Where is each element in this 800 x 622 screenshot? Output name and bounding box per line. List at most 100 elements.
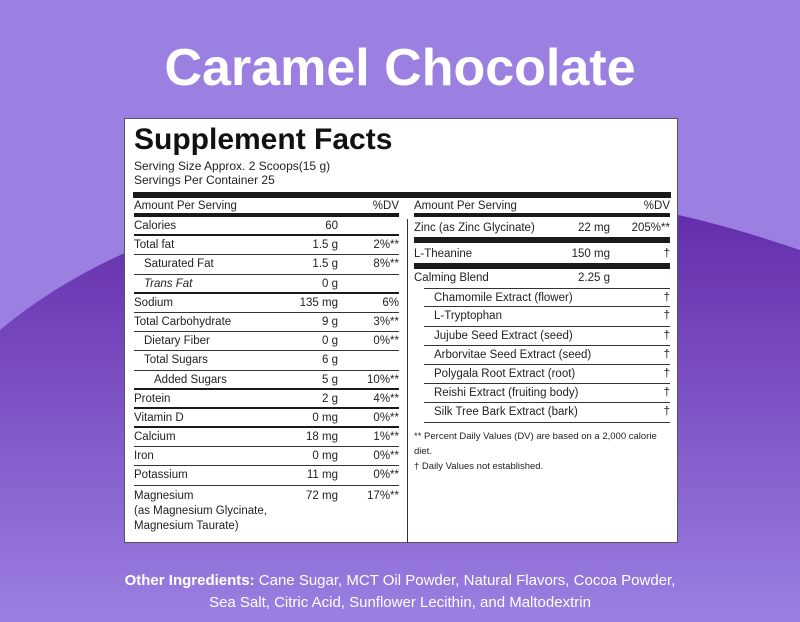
blend-ingredient-row: Reishi Extract (fruiting body) †	[424, 384, 670, 404]
nutrient-name: Added Sugars	[154, 373, 227, 386]
servings-per-container: Servings Per Container 25	[134, 173, 275, 187]
nutrient-amount: 2 g	[322, 392, 338, 405]
nutrient-row: Calming Blend 2.25 g	[414, 269, 670, 288]
nutrient-row: Calories 60	[134, 217, 399, 237]
nutrient-amount: 6 g	[322, 354, 338, 367]
nutrient-name: L-Theanine	[414, 248, 473, 260]
nutrient-name: L-Tryptophan	[434, 310, 502, 323]
nutrient-row: Total Carbohydrate 9 g 3%**	[134, 313, 399, 333]
nutrient-name: Magnesium	[134, 489, 194, 502]
daily-value: 10%**	[367, 373, 399, 386]
nutrient-name: Dietary Fiber	[144, 335, 210, 348]
daily-value: %DV	[643, 200, 670, 212]
right-column: Amount Per Serving %DV Zinc (as Zinc Glyci…	[414, 197, 670, 474]
daily-value: †	[663, 329, 670, 342]
blend-ingredient-row: L-Tryptophan †	[424, 307, 670, 327]
nutrient-row: Iron 0 mg 0%**	[134, 447, 399, 467]
nutrient-amount: 0 g	[322, 335, 338, 348]
footnote-dagger: † Daily Values not established.	[414, 460, 544, 472]
nutrient-name: Sodium	[134, 296, 173, 309]
nutrient-amount: 60	[325, 220, 338, 232]
nutrient-name: Calories	[134, 220, 177, 232]
nutrient-name: Polygala Root Extract (root)	[434, 367, 576, 380]
daily-value: †	[663, 367, 670, 380]
serving-size: Serving Size Approx. 2 Scoops(15 g)	[134, 159, 331, 173]
blend-ingredient-row: Arborvitae Seed Extract (seed) †	[424, 346, 670, 365]
nutrient-amount: 0 mg	[312, 411, 338, 424]
facts-heading: Supplement Facts	[134, 123, 393, 156]
blend-ingredient-row: Chamomile Extract (flower) †	[424, 288, 670, 308]
column-divider	[407, 219, 408, 543]
nutrient-name: Iron	[134, 450, 154, 463]
nutrient-name: Saturated Fat	[144, 258, 214, 271]
nutrient-row: L-Theanine 150 mg †	[414, 243, 670, 269]
nutrient-name: Amount Per Serving	[134, 200, 237, 212]
serving-info: Serving Size Approx. 2 Scoops(15 g) Serv…	[134, 159, 330, 187]
nutrient-name: Jujube Seed Extract (seed)	[434, 329, 573, 342]
daily-value: 2%**	[373, 239, 399, 252]
daily-value: 0%**	[373, 469, 399, 482]
nutrient-row: Dietary Fiber 0 g 0%**	[134, 332, 399, 352]
daily-value: †	[663, 292, 670, 305]
nutrient-amount: 11 mg	[306, 469, 338, 482]
nutrient-amount: 0 g	[322, 277, 338, 290]
nutrient-row: Total Sugars 6 g	[134, 351, 399, 371]
nutrient-name: Total Sugars	[144, 354, 208, 367]
nutrient-row: Total fat 1.5 g 2%**	[134, 236, 399, 256]
other-ingredients-label: Other Ingredients:	[124, 572, 255, 589]
blend-ingredient-row: Silk Tree Bark Extract (bark) †	[424, 403, 670, 423]
nutrient-name: Arborvitae Seed Extract (seed)	[434, 348, 592, 361]
daily-value: †	[663, 348, 670, 361]
nutrient-name: Potassium	[134, 469, 188, 482]
nutrient-row: Vitamin D 0 mg 0%**	[134, 409, 399, 429]
daily-value: 0%**	[373, 335, 399, 348]
column-header: Amount Per Serving %DV	[134, 197, 399, 217]
nutrient-amount: 150 mg	[571, 248, 610, 260]
nutrient-row-magnesium: Magnesium 72 mg 17%** (as Magnesium Glycina…	[134, 489, 399, 532]
other-ingredients: Other Ingredients: Cane Sugar, MCT Oil P…	[124, 572, 676, 611]
nutrient-name: Protein	[134, 392, 171, 405]
nutrient-name: Total fat	[134, 239, 175, 252]
daily-value: 6%	[382, 296, 399, 309]
nutrient-name: Zinc (as Zinc Glycinate)	[414, 222, 535, 234]
calming-blend-list: Chamomile Extract (flower) † L-Tryptophan †…	[414, 288, 670, 423]
daily-value: †	[663, 248, 670, 260]
column-header: Amount Per Serving %DV	[414, 197, 670, 217]
daily-value: 8%**	[373, 258, 399, 271]
nutrient-row: Sodium 135 mg 6%	[134, 294, 399, 313]
daily-value: 17%**	[367, 489, 399, 502]
nutrient-amount: 9 g	[322, 315, 338, 328]
nutrient-row: Potassium 11 mg 0%**	[134, 466, 399, 486]
nutrient-row: Protein 2 g 4%**	[134, 390, 399, 409]
daily-value: †	[663, 406, 670, 419]
nutrient-row: Added Sugars 5 g 10%**	[134, 371, 399, 390]
daily-value: 3%**	[373, 315, 399, 328]
daily-value: 0%**	[373, 450, 399, 463]
nutrient-name: Vitamin D	[134, 411, 184, 424]
nutrient-name: Calcium	[134, 431, 176, 444]
daily-value: †	[663, 310, 670, 323]
nutrient-amount: 1.5 g	[312, 239, 338, 252]
nutrient-row: Calcium 18 mg 1%**	[134, 428, 399, 448]
product-title: Caramel Chocolate	[164, 39, 636, 97]
left-column: Amount Per Serving %DV Calories 60 Total fat…	[134, 197, 399, 536]
nutrient-name: Silk Tree Bark Extract (bark)	[434, 406, 578, 419]
nutrient-row: Zinc (as Zinc Glycinate) 22 mg 205%**	[414, 217, 670, 243]
nutrient-name: Calming Blend	[414, 272, 489, 284]
daily-value: 4%**	[373, 392, 399, 405]
blend-ingredient-row: Polygala Root Extract (root) †	[424, 365, 670, 385]
nutrient-row: Trans Fat 0 g	[134, 275, 399, 294]
footnote-dv: ** Percent Daily Values (DV) are based o…	[414, 430, 657, 457]
nutrient-amount: 2.25 g	[578, 272, 610, 284]
supplement-facts-panel: Supplement Facts Serving Size Approx. 2 …	[124, 118, 678, 543]
nutrient-name: Total Carbohydrate	[134, 315, 232, 328]
daily-value: 1%**	[373, 431, 399, 444]
nutrient-name: Chamomile Extract (flower)	[434, 292, 573, 305]
nutrient-name: Amount Per Serving	[414, 200, 517, 212]
nutrient-amount: 0 mg	[312, 450, 338, 463]
daily-value: %DV	[372, 200, 399, 212]
daily-value: †	[663, 387, 670, 400]
nutrient-amount: 72 mg	[306, 489, 338, 502]
nutrient-name: Trans Fat	[144, 277, 193, 290]
nutrient-amount: 1.5 g	[312, 258, 338, 271]
